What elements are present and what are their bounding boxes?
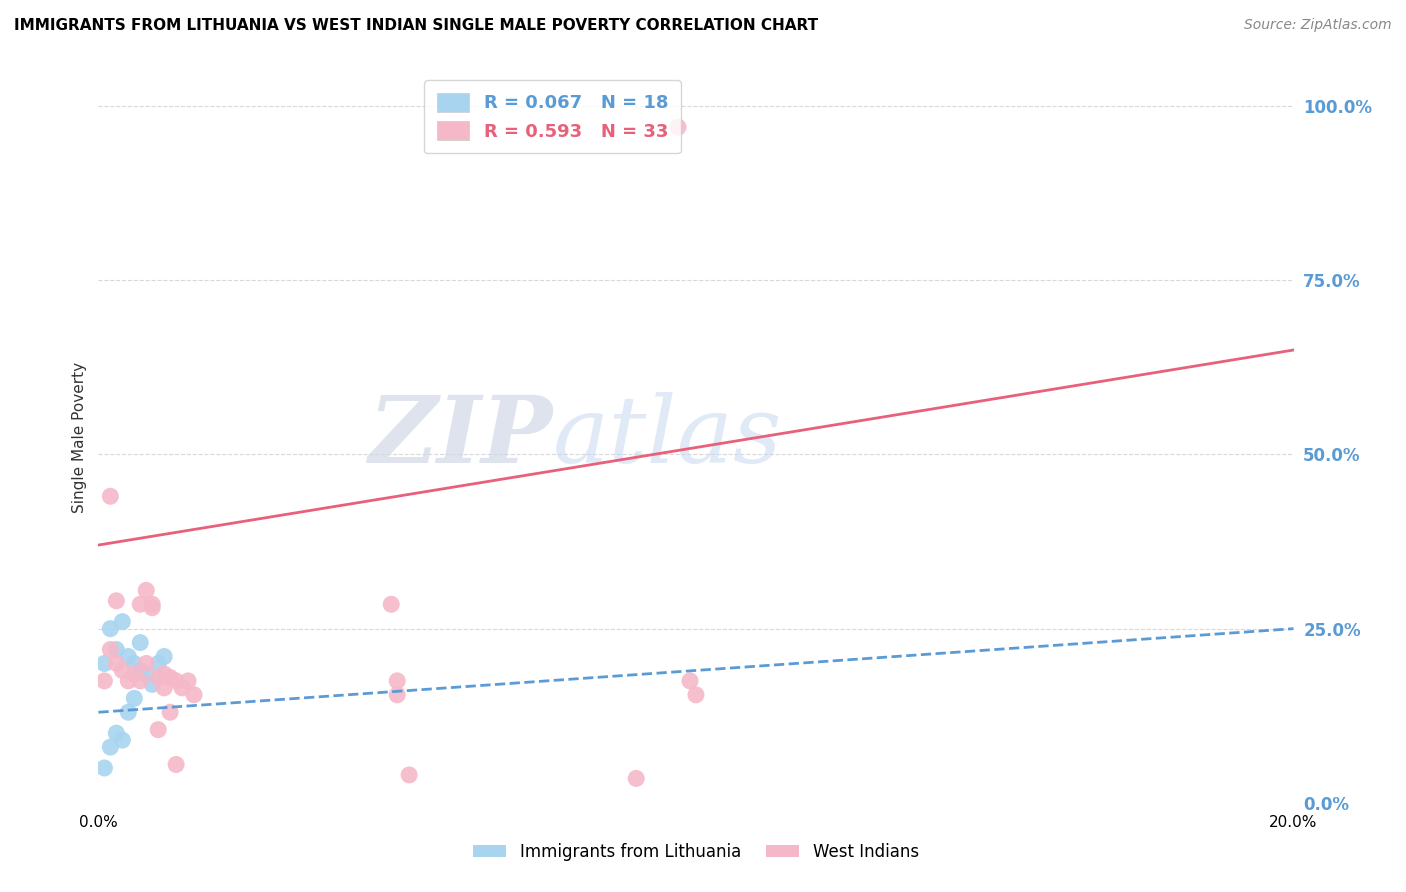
Point bbox=[124, 691, 146, 706]
Point bbox=[153, 667, 176, 681]
Point bbox=[105, 657, 128, 671]
Point bbox=[159, 670, 181, 684]
Text: atlas: atlas bbox=[553, 392, 782, 482]
Point bbox=[135, 667, 157, 681]
Point bbox=[111, 733, 134, 747]
Point bbox=[124, 657, 146, 671]
Point bbox=[135, 583, 157, 598]
Point bbox=[153, 649, 176, 664]
Point bbox=[111, 664, 134, 678]
Point bbox=[626, 772, 648, 786]
Point bbox=[183, 688, 205, 702]
Point bbox=[666, 120, 689, 134]
Text: IMMIGRANTS FROM LITHUANIA VS WEST INDIAN SINGLE MALE POVERTY CORRELATION CHART: IMMIGRANTS FROM LITHUANIA VS WEST INDIAN… bbox=[14, 18, 818, 33]
Point bbox=[105, 642, 128, 657]
Point bbox=[159, 705, 181, 719]
Point bbox=[100, 489, 122, 503]
Point bbox=[105, 594, 128, 608]
Point bbox=[685, 688, 707, 702]
Point bbox=[93, 761, 115, 775]
Text: ZIP: ZIP bbox=[368, 392, 553, 482]
Text: Source: ZipAtlas.com: Source: ZipAtlas.com bbox=[1244, 18, 1392, 32]
Point bbox=[165, 757, 187, 772]
Point bbox=[100, 642, 122, 657]
Point bbox=[105, 726, 128, 740]
Point bbox=[380, 597, 402, 611]
Point bbox=[165, 673, 187, 688]
Point bbox=[148, 657, 170, 671]
Point bbox=[148, 670, 170, 684]
Point bbox=[129, 635, 152, 649]
Point bbox=[679, 673, 702, 688]
Legend: Immigrants from Lithuania, West Indians: Immigrants from Lithuania, West Indians bbox=[467, 837, 925, 868]
Point bbox=[177, 673, 200, 688]
Point bbox=[135, 657, 157, 671]
Point bbox=[153, 681, 176, 695]
Point bbox=[100, 740, 122, 755]
Y-axis label: Single Male Poverty: Single Male Poverty bbox=[72, 361, 87, 513]
Point bbox=[141, 600, 163, 615]
Point bbox=[385, 673, 409, 688]
Point bbox=[129, 673, 152, 688]
Point bbox=[148, 723, 170, 737]
Point bbox=[141, 677, 163, 691]
Point bbox=[93, 657, 115, 671]
Point bbox=[124, 667, 146, 681]
Point bbox=[141, 597, 163, 611]
Point bbox=[398, 768, 420, 782]
Point bbox=[129, 664, 152, 678]
Point bbox=[111, 615, 134, 629]
Point bbox=[117, 705, 139, 719]
Point bbox=[172, 681, 194, 695]
Point bbox=[129, 597, 152, 611]
Point bbox=[117, 649, 139, 664]
Point bbox=[385, 688, 409, 702]
Point bbox=[117, 673, 139, 688]
Point bbox=[100, 622, 122, 636]
Point bbox=[93, 673, 115, 688]
